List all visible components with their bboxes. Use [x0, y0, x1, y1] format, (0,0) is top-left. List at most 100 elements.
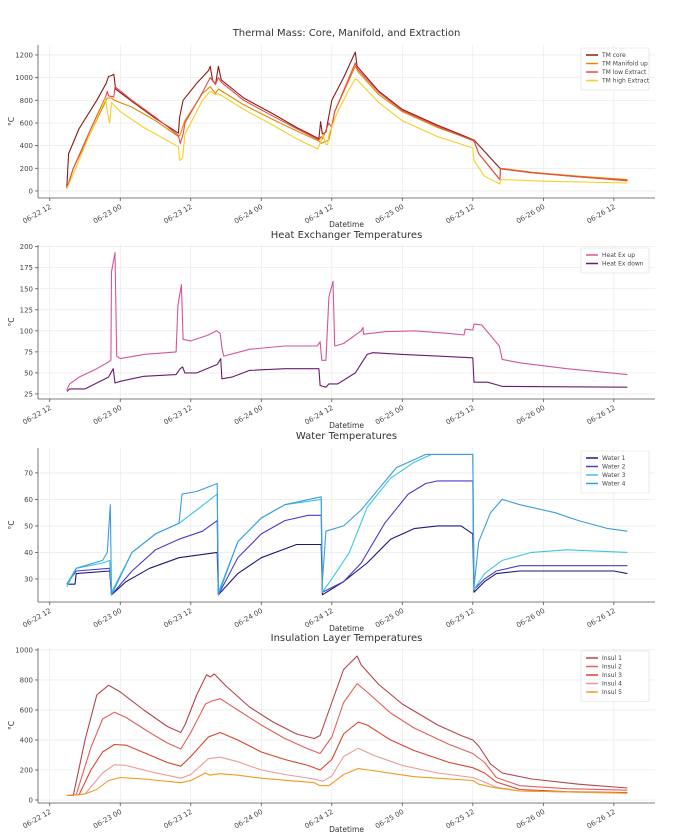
- x-tick-label: 06-26 00: [515, 607, 546, 630]
- legend-label: TM high Extract: [601, 78, 650, 85]
- y-axis-label: °C: [7, 521, 16, 530]
- series-line-insul-5: [66, 767, 628, 797]
- series-line-insul-1: [66, 655, 628, 797]
- series-line-tm-core: [66, 51, 628, 188]
- y-tick-label: 50: [24, 369, 33, 377]
- x-tick-label: 06-25 00: [374, 808, 405, 831]
- x-tick-label: 06-22 12: [21, 607, 52, 630]
- chart-title: Water Temperatures: [296, 431, 397, 442]
- subplot-1: 06-22 12 06-23 00 06-23 12 06-24 00 06-24 12…: [7, 28, 655, 229]
- subplot-2: 06-22 12 06-23 00 06-23 12 06-24 00 06-24 12…: [7, 230, 655, 430]
- x-tick-label: 06-23 00: [92, 404, 123, 427]
- legend: Heat Ex up Heat Ex down: [580, 247, 650, 274]
- y-tick-label: 40: [24, 549, 33, 557]
- legend-box: [580, 47, 650, 91]
- x-axis-label: Datetime: [329, 825, 364, 834]
- x-tick-label: 06-26 12: [586, 203, 617, 226]
- y-tick-label: 100: [20, 327, 33, 335]
- x-tick-label: 06-22 12: [21, 808, 52, 831]
- legend-box: [580, 450, 650, 494]
- x-tick-label: 06-25 12: [445, 203, 476, 226]
- legend-label: Heat Ex down: [602, 261, 644, 268]
- x-axis-label: Datetime: [329, 421, 364, 430]
- legend-label: Insul 3: [602, 672, 622, 679]
- legend-label: Water 4: [602, 481, 626, 488]
- x-tick-label: 06-23 12: [163, 607, 194, 630]
- y-tick-label: 600: [20, 119, 33, 127]
- y-tick-label: 60: [24, 496, 33, 504]
- x-axis-label: Datetime: [329, 624, 364, 633]
- x-tick-label: 06-26 12: [586, 404, 617, 427]
- legend-label: TM low Extract: [601, 69, 647, 76]
- y-axis-label: °C: [7, 721, 16, 730]
- y-tick-label: 0: [29, 187, 33, 195]
- y-tick-label: 400: [20, 142, 33, 150]
- legend-label: Insul 5: [602, 689, 622, 696]
- x-tick-label: 06-25 12: [445, 404, 476, 427]
- legend-box: [580, 650, 650, 702]
- x-tick-label: 06-26 00: [515, 404, 546, 427]
- series-line-insul-2: [66, 683, 628, 797]
- y-tick-label: 50: [24, 522, 33, 530]
- y-tick-label: 150: [20, 285, 33, 293]
- legend-label: Insul 2: [602, 664, 622, 671]
- x-tick-label: 06-25 12: [445, 607, 476, 630]
- y-tick-label: 75: [24, 348, 33, 356]
- legend-label: TM core: [601, 52, 626, 59]
- y-tick-label: 70: [24, 469, 33, 477]
- subplot-3: 06-22 12 06-23 00 06-23 12 06-24 00 06-24 12…: [7, 431, 655, 633]
- legend-label: Heat Ex up: [602, 252, 635, 259]
- y-tick-label: 800: [20, 676, 33, 684]
- chart-title: Thermal Mass: Core, Manifold, and Extrac…: [232, 28, 461, 39]
- x-tick-label: 06-23 00: [92, 808, 123, 831]
- y-tick-label: 1200: [15, 51, 33, 59]
- series-line-heat-ex-up: [66, 252, 628, 390]
- x-tick-label: 06-26 12: [586, 808, 617, 831]
- y-tick-label: 25: [24, 390, 33, 398]
- y-axis-label: °C: [7, 117, 16, 126]
- x-axis-label: Datetime: [329, 220, 364, 229]
- y-tick-label: 0: [29, 796, 33, 804]
- y-tick-label: 800: [20, 97, 33, 105]
- x-tick-label: 06-26 00: [515, 203, 546, 226]
- y-tick-label: 1000: [15, 74, 33, 82]
- y-tick-label: 400: [20, 736, 33, 744]
- chart-title: Insulation Layer Temperatures: [271, 633, 423, 644]
- series-line-insul-3: [66, 721, 628, 797]
- legend-label: TM Manifold up: [601, 61, 648, 68]
- series-line-water-4: [66, 453, 628, 596]
- y-tick-label: 1000: [15, 646, 33, 654]
- x-tick-label: 06-22 12: [21, 404, 52, 427]
- y-tick-label: 600: [20, 706, 33, 714]
- y-tick-label: 200: [20, 165, 33, 173]
- x-tick-label: 06-23 12: [163, 203, 194, 226]
- x-tick-label: 06-26 00: [515, 808, 546, 831]
- x-tick-label: 06-25 00: [374, 607, 405, 630]
- series-line-tm-high-extract: [66, 78, 628, 189]
- chart-title: Heat Exchanger Temperatures: [271, 230, 423, 241]
- legend-label: Water 2: [602, 464, 626, 471]
- x-tick-label: 06-25 00: [374, 404, 405, 427]
- x-tick-label: 06-24 00: [233, 203, 264, 226]
- legend-label: Insul 1: [602, 655, 622, 662]
- x-tick-label: 06-25 00: [374, 203, 405, 226]
- x-tick-label: 06-26 12: [586, 607, 617, 630]
- x-tick-label: 06-24 00: [233, 607, 264, 630]
- y-axis-label: °C: [7, 318, 16, 327]
- y-tick-label: 200: [20, 243, 33, 251]
- x-tick-label: 06-24 00: [233, 808, 264, 831]
- x-tick-label: 06-23 00: [92, 203, 123, 226]
- x-tick-label: 06-25 12: [445, 808, 476, 831]
- series-line-heat-ex-down: [66, 352, 628, 392]
- x-tick-label: 06-23 12: [163, 808, 194, 831]
- y-tick-label: 125: [20, 306, 33, 314]
- series-line-tm-low-extract: [66, 62, 628, 189]
- y-tick-label: 30: [24, 575, 33, 583]
- series-line-insul-4: [66, 747, 628, 797]
- x-tick-label: 06-24 00: [233, 404, 264, 427]
- subplot-4: 06-22 12 06-23 00 06-23 12 06-24 00 06-24 12…: [7, 633, 655, 834]
